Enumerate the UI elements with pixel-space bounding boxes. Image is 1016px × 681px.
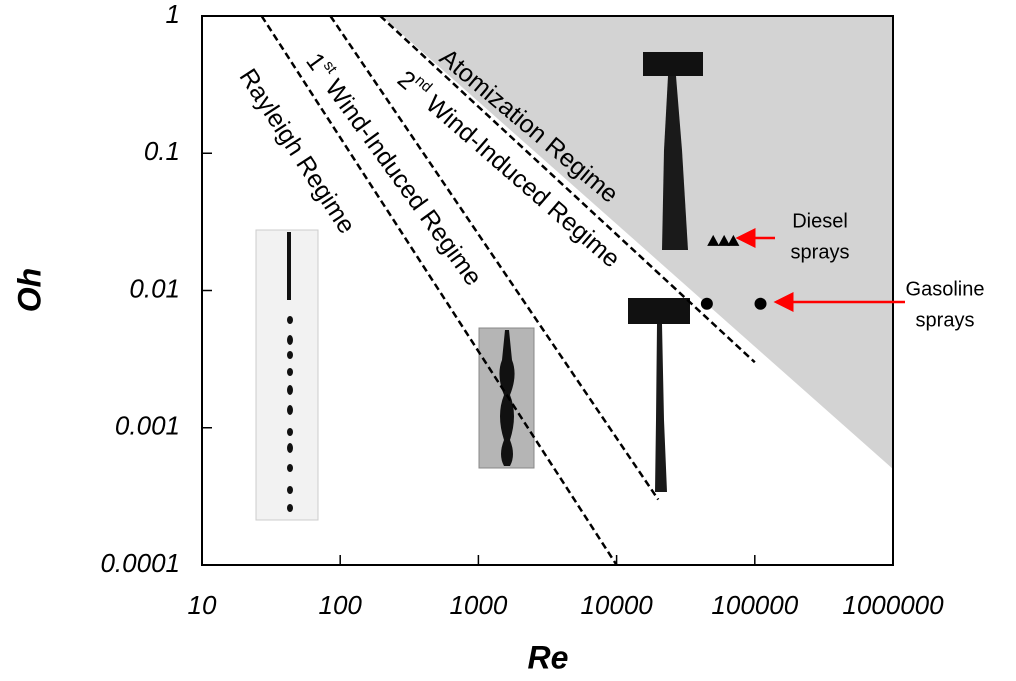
triangle-marker [707,234,720,246]
y-tick-label: 0.001 [115,411,180,441]
y-axis-title: Oh [11,268,47,312]
y-tick-label: 1 [166,0,180,29]
x-tick-label: 1000 [449,590,507,620]
x-tick-label: 100000 [711,590,798,620]
nozzle [628,298,690,324]
x-tick-label: 10 [188,590,217,620]
spray-note: sprays [916,309,975,331]
y-tick-label: 0.0001 [100,548,180,578]
boundary-line [260,15,618,566]
regions [381,16,893,470]
circle-marker [754,297,767,310]
x-tick-label: 100 [319,590,363,620]
spray-photos [255,52,703,521]
x-axis-title: Re [528,639,569,675]
boundary-line [329,15,660,501]
y-tick-label: 0.1 [144,136,180,166]
spray-note: Gasoline [906,278,985,300]
y-tick-label: 0.01 [129,273,180,303]
atomization-region [381,16,893,470]
spray-jet [662,76,688,250]
droplets [287,316,293,512]
boundary-line [379,15,756,364]
spray-note: sprays [791,241,850,263]
x-tick-label: 1000000 [842,590,944,620]
series-layer [260,15,767,566]
spray-note: Diesel [792,210,848,232]
triangle-marker [718,234,731,246]
spray-jet [655,324,667,492]
circle-marker [700,297,713,310]
nozzle [643,52,703,76]
jet [499,330,515,466]
x-tick-label: 10000 [580,590,653,620]
